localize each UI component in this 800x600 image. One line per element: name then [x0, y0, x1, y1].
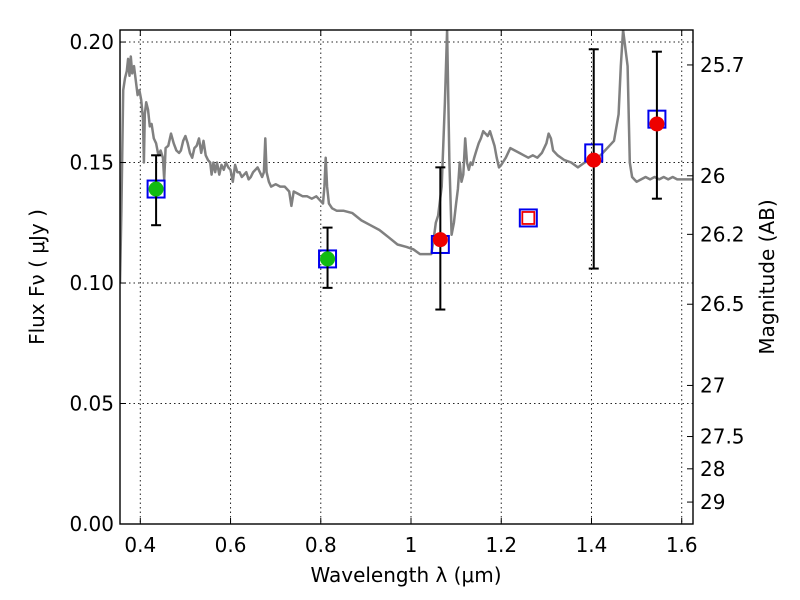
- right-tick-label: 29: [700, 490, 725, 514]
- y-tick-label: 0.20: [69, 30, 114, 54]
- model-spectrum-line: [120, 30, 693, 284]
- right-tick-label: 28: [700, 457, 725, 481]
- right-tick-label: 26.5: [700, 292, 745, 316]
- y-tick-label: 0.15: [69, 151, 114, 175]
- grid: [120, 30, 693, 524]
- observed-point: [148, 181, 164, 197]
- right-tick-label: 26.2: [700, 222, 745, 246]
- model-photometry-square: [518, 208, 538, 228]
- x-tick-label: 0.6: [215, 533, 247, 557]
- right-tick-label: 26: [700, 164, 725, 188]
- y-tick-label: 0.05: [69, 392, 114, 416]
- observed-point: [320, 251, 336, 267]
- x-tick-label: 1: [405, 533, 418, 557]
- y-tick-label: 0.10: [69, 271, 114, 295]
- plot-frame: [119, 29, 694, 525]
- y-tick-label: 0.00: [69, 512, 114, 536]
- right-tick-label: 25.7: [700, 53, 745, 77]
- right-tick-label: 27: [700, 373, 725, 397]
- y-axis-title: Flux Fν ( μJy ): [25, 209, 49, 345]
- x-axis-title: Wavelength λ (μm): [310, 563, 501, 587]
- x-tick-label: 1.2: [485, 533, 517, 557]
- observed-point: [649, 116, 665, 132]
- x-tick-label: 0.4: [124, 533, 156, 557]
- upper-limit-square: [521, 211, 536, 225]
- x-tick-label: 1.6: [666, 533, 698, 557]
- right-tick-label: 27.5: [700, 425, 745, 449]
- x-tick-label: 0.8: [305, 533, 337, 557]
- observed-point: [586, 152, 602, 168]
- y-axis-right-title: Magnitude (AB): [755, 199, 779, 354]
- plot-area: [120, 30, 693, 311]
- x-tick-label: 1.4: [576, 533, 608, 557]
- axis-ticks: 0.4 0.6 0.8 1 1.2 1.4 1.6 0.00 0.05 0.10 0.15 0.20 2…: [69, 30, 745, 557]
- observed-point: [432, 232, 448, 248]
